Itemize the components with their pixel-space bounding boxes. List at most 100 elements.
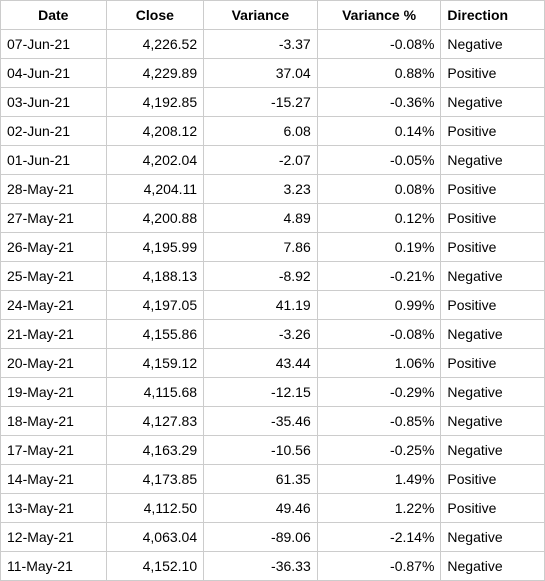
cell-variance: 41.19 — [204, 291, 318, 320]
cell-variance: 3.23 — [204, 175, 318, 204]
cell-variance: -8.92 — [204, 262, 318, 291]
cell-variancepct: -0.05% — [317, 146, 441, 175]
cell-variance: -15.27 — [204, 88, 318, 117]
cell-date: 03-Jun-21 — [1, 88, 107, 117]
cell-date: 02-Jun-21 — [1, 117, 107, 146]
cell-direction: Negative — [441, 88, 545, 117]
cell-date: 26-May-21 — [1, 233, 107, 262]
table-row: 20-May-214,159.1243.441.06%Positive — [1, 349, 545, 378]
cell-direction: Negative — [441, 30, 545, 59]
cell-variance: -10.56 — [204, 436, 318, 465]
cell-variancepct: -0.36% — [317, 88, 441, 117]
cell-date: 13-May-21 — [1, 494, 107, 523]
cell-variance: -3.37 — [204, 30, 318, 59]
cell-direction: Negative — [441, 523, 545, 552]
cell-variancepct: -0.21% — [317, 262, 441, 291]
cell-direction: Negative — [441, 436, 545, 465]
table-row: 27-May-214,200.884.890.12%Positive — [1, 204, 545, 233]
col-header-date: Date — [1, 1, 107, 30]
cell-variance: 49.46 — [204, 494, 318, 523]
cell-date: 27-May-21 — [1, 204, 107, 233]
cell-variancepct: 1.49% — [317, 465, 441, 494]
cell-variance: -2.07 — [204, 146, 318, 175]
table-row: 24-May-214,197.0541.190.99%Positive — [1, 291, 545, 320]
cell-direction: Negative — [441, 378, 545, 407]
cell-direction: Positive — [441, 465, 545, 494]
cell-close: 4,152.10 — [106, 552, 204, 581]
table-row: 14-May-214,173.8561.351.49%Positive — [1, 465, 545, 494]
table-row: 12-May-214,063.04-89.06-2.14%Negative — [1, 523, 545, 552]
cell-close: 4,192.85 — [106, 88, 204, 117]
cell-variance: 6.08 — [204, 117, 318, 146]
table-row: 28-May-214,204.113.230.08%Positive — [1, 175, 545, 204]
cell-variance: -35.46 — [204, 407, 318, 436]
cell-date: 04-Jun-21 — [1, 59, 107, 88]
cell-variancepct: -0.87% — [317, 552, 441, 581]
col-header-variance: Variance — [204, 1, 318, 30]
cell-direction: Negative — [441, 262, 545, 291]
cell-variancepct: -0.29% — [317, 378, 441, 407]
table-row: 25-May-214,188.13-8.92-0.21%Negative — [1, 262, 545, 291]
cell-variance: -89.06 — [204, 523, 318, 552]
table-row: 13-May-214,112.5049.461.22%Positive — [1, 494, 545, 523]
cell-close: 4,208.12 — [106, 117, 204, 146]
cell-date: 20-May-21 — [1, 349, 107, 378]
cell-variance: 37.04 — [204, 59, 318, 88]
table-row: 18-May-214,127.83-35.46-0.85%Negative — [1, 407, 545, 436]
cell-variance: 61.35 — [204, 465, 318, 494]
table-body: 07-Jun-214,226.52-3.37-0.08%Negative04-J… — [1, 30, 545, 581]
cell-close: 4,200.88 — [106, 204, 204, 233]
cell-date: 07-Jun-21 — [1, 30, 107, 59]
table-row: 21-May-214,155.86-3.26-0.08%Negative — [1, 320, 545, 349]
cell-date: 19-May-21 — [1, 378, 107, 407]
cell-close: 4,159.12 — [106, 349, 204, 378]
table-row: 11-May-214,152.10-36.33-0.87%Negative — [1, 552, 545, 581]
table-row: 07-Jun-214,226.52-3.37-0.08%Negative — [1, 30, 545, 59]
cell-direction: Positive — [441, 117, 545, 146]
cell-direction: Positive — [441, 59, 545, 88]
cell-date: 21-May-21 — [1, 320, 107, 349]
cell-date: 17-May-21 — [1, 436, 107, 465]
cell-variancepct: 1.22% — [317, 494, 441, 523]
table-row: 03-Jun-214,192.85-15.27-0.36%Negative — [1, 88, 545, 117]
cell-variancepct: 0.88% — [317, 59, 441, 88]
cell-close: 4,204.11 — [106, 175, 204, 204]
cell-date: 18-May-21 — [1, 407, 107, 436]
cell-variancepct: -0.85% — [317, 407, 441, 436]
cell-close: 4,188.13 — [106, 262, 204, 291]
cell-variancepct: -0.08% — [317, 320, 441, 349]
cell-close: 4,202.04 — [106, 146, 204, 175]
cell-variance: 7.86 — [204, 233, 318, 262]
cell-variancepct: -2.14% — [317, 523, 441, 552]
cell-date: 25-May-21 — [1, 262, 107, 291]
cell-direction: Positive — [441, 494, 545, 523]
cell-variancepct: 0.99% — [317, 291, 441, 320]
cell-close: 4,112.50 — [106, 494, 204, 523]
cell-direction: Negative — [441, 320, 545, 349]
table-row: 04-Jun-214,229.8937.040.88%Positive — [1, 59, 545, 88]
cell-close: 4,173.85 — [106, 465, 204, 494]
cell-variance: 4.89 — [204, 204, 318, 233]
table-row: 17-May-214,163.29-10.56-0.25%Negative — [1, 436, 545, 465]
cell-variancepct: 0.08% — [317, 175, 441, 204]
cell-close: 4,226.52 — [106, 30, 204, 59]
cell-variance: 43.44 — [204, 349, 318, 378]
cell-close: 4,195.99 — [106, 233, 204, 262]
col-header-variancepct: Variance % — [317, 1, 441, 30]
cell-close: 4,063.04 — [106, 523, 204, 552]
cell-close: 4,197.05 — [106, 291, 204, 320]
cell-direction: Positive — [441, 175, 545, 204]
table-row: 01-Jun-214,202.04-2.07-0.05%Negative — [1, 146, 545, 175]
table-row: 26-May-214,195.997.860.19%Positive — [1, 233, 545, 262]
cell-direction: Negative — [441, 407, 545, 436]
cell-variancepct: -0.08% — [317, 30, 441, 59]
cell-date: 12-May-21 — [1, 523, 107, 552]
table-row: 02-Jun-214,208.126.080.14%Positive — [1, 117, 545, 146]
cell-date: 24-May-21 — [1, 291, 107, 320]
cell-date: 01-Jun-21 — [1, 146, 107, 175]
cell-variance: -36.33 — [204, 552, 318, 581]
col-header-direction: Direction — [441, 1, 545, 30]
col-header-close: Close — [106, 1, 204, 30]
cell-variance: -12.15 — [204, 378, 318, 407]
cell-direction: Negative — [441, 146, 545, 175]
